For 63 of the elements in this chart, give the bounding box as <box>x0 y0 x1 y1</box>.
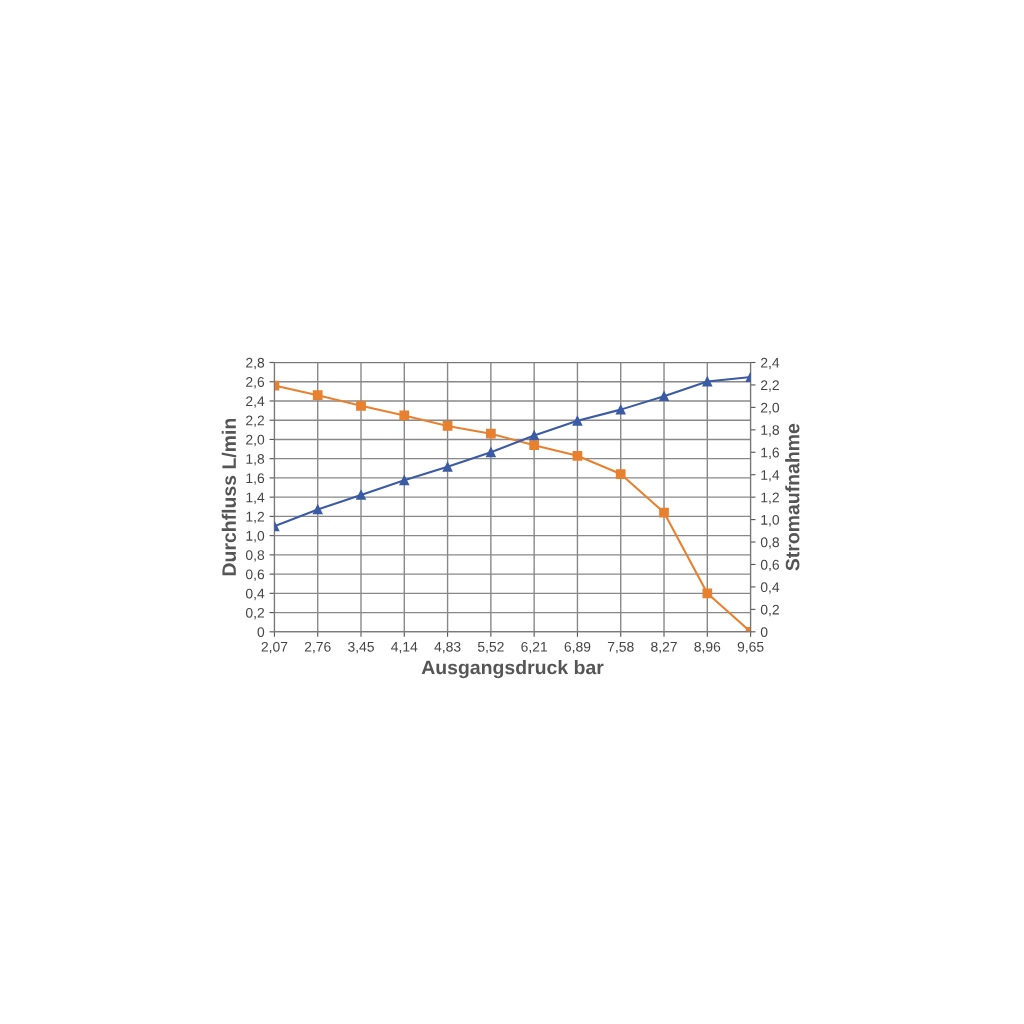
point <box>529 430 540 441</box>
point <box>486 428 496 439</box>
x-tick-label: 6,89 <box>564 641 591 654</box>
y2-tick-label: 0,6 <box>760 559 780 572</box>
point <box>312 504 323 515</box>
point <box>702 588 713 599</box>
y2-tick-label: 2,0 <box>761 402 780 415</box>
y-tick-label: 0,8 <box>245 550 265 562</box>
y-tick-label: 2,6 <box>246 377 265 389</box>
point <box>312 390 323 401</box>
y-tick-label: 0,6 <box>245 569 265 581</box>
point <box>659 507 669 518</box>
y-tick-label: 1,8 <box>246 454 265 466</box>
y-tick-label: 2,0 <box>246 434 265 447</box>
x-tick-label: 4,83 <box>434 641 461 654</box>
y2-tick-label: 1,0 <box>761 514 780 527</box>
x-tick-label: 7,58 <box>607 641 634 654</box>
y-tick-label: 2,2 <box>246 415 265 428</box>
y2-axis-title: Stromaufnahme <box>785 423 800 571</box>
point <box>399 410 410 421</box>
y-tick-label: 0,2 <box>245 607 265 620</box>
point <box>399 475 410 486</box>
y2-tick-label: 0,8 <box>760 537 780 549</box>
point <box>615 469 626 479</box>
point <box>486 447 496 458</box>
y-tick-label: 1,6 <box>246 473 265 485</box>
y2-tick-label: 1,6 <box>761 447 780 460</box>
point <box>529 440 540 451</box>
point <box>442 461 453 472</box>
x-tick-label: 9,65 <box>737 641 764 654</box>
y-tick-label: 2,8 <box>246 357 265 370</box>
point <box>615 404 626 415</box>
y2-tick-label: 0,4 <box>760 582 780 594</box>
y-axis-title: Durchfluss L/min <box>221 418 237 576</box>
x-tick-label: 4,14 <box>391 642 418 654</box>
y2-tick-label: 2,4 <box>761 357 780 370</box>
y2-tick-label: 0,2 <box>760 604 779 617</box>
x-tick-label: 5,52 <box>477 641 504 654</box>
y-tick-label: 2,4 <box>246 396 265 408</box>
point <box>572 450 583 461</box>
y2-tick-label: 0 <box>760 627 768 637</box>
y-tick-label: 1,4 <box>246 492 265 504</box>
y-tick-label: 1,2 <box>246 511 265 524</box>
x-tick-label: 8,96 <box>694 641 721 654</box>
y-tick-label: 1,0 <box>246 530 265 543</box>
point <box>702 376 713 387</box>
y-tick-label: 0,4 <box>245 588 265 601</box>
point <box>356 490 366 500</box>
y2-tick-label: 1,2 <box>761 492 779 504</box>
point <box>659 391 669 402</box>
x-tick-label: 2,07 <box>261 641 288 654</box>
x-axis-title: Ausgangsdruck bar <box>421 660 604 679</box>
y2-tick-label: 1,8 <box>761 425 780 437</box>
x-tick-label: 8,27 <box>651 641 677 654</box>
y2-tick-label: 2,2 <box>761 380 779 392</box>
x-tick-label: 3,45 <box>348 641 374 654</box>
point <box>572 415 583 426</box>
point <box>442 421 453 431</box>
y2-tick-label: 1,4 <box>761 470 780 482</box>
point <box>356 400 366 411</box>
x-tick-label: 6,21 <box>521 641 547 654</box>
x-tick-label: 2,76 <box>304 641 331 654</box>
y-tick-label: 0 <box>257 627 265 637</box>
